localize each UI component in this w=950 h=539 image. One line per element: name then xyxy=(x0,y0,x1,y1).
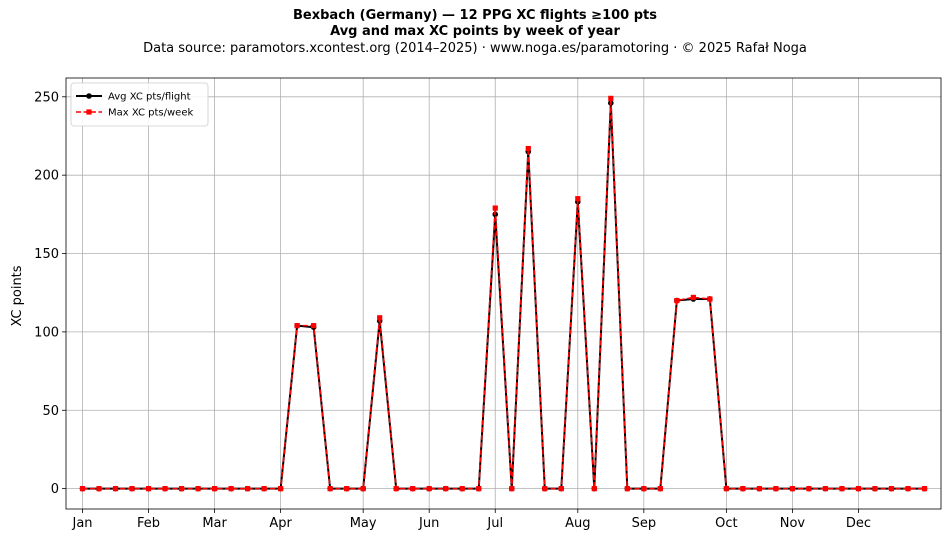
data-point-max xyxy=(459,486,465,492)
data-point-max xyxy=(707,296,713,302)
x-tick-label: Oct xyxy=(715,516,737,531)
data-point-max xyxy=(575,196,581,202)
x-tick-label: Apr xyxy=(269,516,292,531)
data-point-max xyxy=(690,294,696,301)
data-point-max xyxy=(79,486,86,492)
legend-box xyxy=(70,82,209,127)
y-tick-label: 150 xyxy=(34,247,59,262)
axes: 0 50 100 150 200 250 Jan Feb Mar Apr May Jun Jul Aug S… xyxy=(34,77,942,531)
data-point-max xyxy=(839,486,845,492)
data-point-max xyxy=(789,486,796,492)
data-point-max xyxy=(674,297,680,304)
grid xyxy=(66,78,941,509)
data-point-max xyxy=(624,486,630,492)
data-point-max xyxy=(228,486,234,492)
data-point-max xyxy=(872,486,878,492)
chart-subtitle: Avg and max XC points by week of year xyxy=(330,24,620,39)
x-tick-label: May xyxy=(350,516,377,531)
data-point-max xyxy=(888,486,895,492)
x-tick-label: Aug xyxy=(565,516,590,531)
data-point-max xyxy=(145,486,152,492)
y-tick-label: 200 xyxy=(34,169,59,184)
data-point-max xyxy=(443,486,449,492)
data-point-max xyxy=(294,323,300,329)
data-point-max xyxy=(245,486,251,492)
data-point-max xyxy=(327,486,333,492)
data-point-max xyxy=(756,486,762,492)
x-tick-label: Sep xyxy=(632,516,657,531)
data-point-max xyxy=(657,486,663,492)
data-point-max xyxy=(377,315,383,321)
y-tick-label: 100 xyxy=(34,325,59,340)
data-point-max xyxy=(773,486,779,492)
data-point-max xyxy=(525,145,531,152)
y-tick-label: 50 xyxy=(42,404,59,419)
data-point-max xyxy=(393,486,399,492)
y-axis-label: XC points xyxy=(10,265,25,326)
x-tick-label: Dec xyxy=(846,516,871,531)
data-point-max xyxy=(806,486,812,492)
data-point-max xyxy=(608,95,614,101)
data-point-max xyxy=(740,486,746,492)
x-tick-label: Mar xyxy=(202,516,227,531)
data-point-max xyxy=(855,486,862,492)
data-point-max xyxy=(129,486,135,492)
data-point-max xyxy=(360,486,366,492)
y-tick-label: 250 xyxy=(34,90,59,105)
legend: Avg XC pts/flight Max XC pts/week xyxy=(70,82,209,127)
legend-swatch-marker xyxy=(86,93,92,99)
x-tick-label: Nov xyxy=(780,516,806,531)
data-point-max xyxy=(96,486,102,492)
data-point-max xyxy=(492,205,498,211)
legend-label: Avg XC pts/flight xyxy=(108,92,191,103)
x-tick-label: Feb xyxy=(137,516,160,531)
series xyxy=(79,95,928,492)
chart-titles: Bexbach (Germany) — 12 PPG XC flights ≥1… xyxy=(0,8,950,58)
data-point-max xyxy=(410,486,416,492)
chart-title: Bexbach (Germany) — 12 PPG XC flights ≥1… xyxy=(293,8,657,23)
series-line-max xyxy=(82,97,925,490)
plot-frame xyxy=(65,77,942,510)
x-tick-label: Jan xyxy=(71,516,92,531)
data-point-max xyxy=(178,486,185,492)
data-point-max xyxy=(542,486,548,492)
legend-swatch-marker xyxy=(86,109,92,115)
data-point-max xyxy=(921,486,928,492)
data-point-max xyxy=(278,486,284,492)
data-point-max xyxy=(591,486,597,492)
data-point-max xyxy=(641,486,647,492)
data-point-max xyxy=(723,486,729,492)
data-point-max xyxy=(344,486,350,492)
legend-label: Max XC pts/week xyxy=(108,108,193,119)
data-point-max xyxy=(905,486,911,492)
x-tick-label: Jul xyxy=(486,516,503,531)
data-point-max xyxy=(426,486,432,492)
data-point-max xyxy=(311,323,317,329)
data-point-max xyxy=(476,486,482,492)
data-point-max xyxy=(261,486,267,492)
data-point-max xyxy=(509,486,515,492)
chart-source: Data source: paramotors.xcontest.org (20… xyxy=(143,41,807,56)
data-point-max xyxy=(162,486,168,492)
data-point-max xyxy=(195,486,201,492)
y-tick-label: 0 xyxy=(51,482,59,497)
data-point-max xyxy=(112,486,119,492)
data-point-max xyxy=(822,486,829,492)
data-point-max xyxy=(211,486,218,492)
x-tick-label: Jun xyxy=(418,516,439,531)
series-line-avg xyxy=(82,102,925,490)
data-point-max xyxy=(558,486,564,492)
